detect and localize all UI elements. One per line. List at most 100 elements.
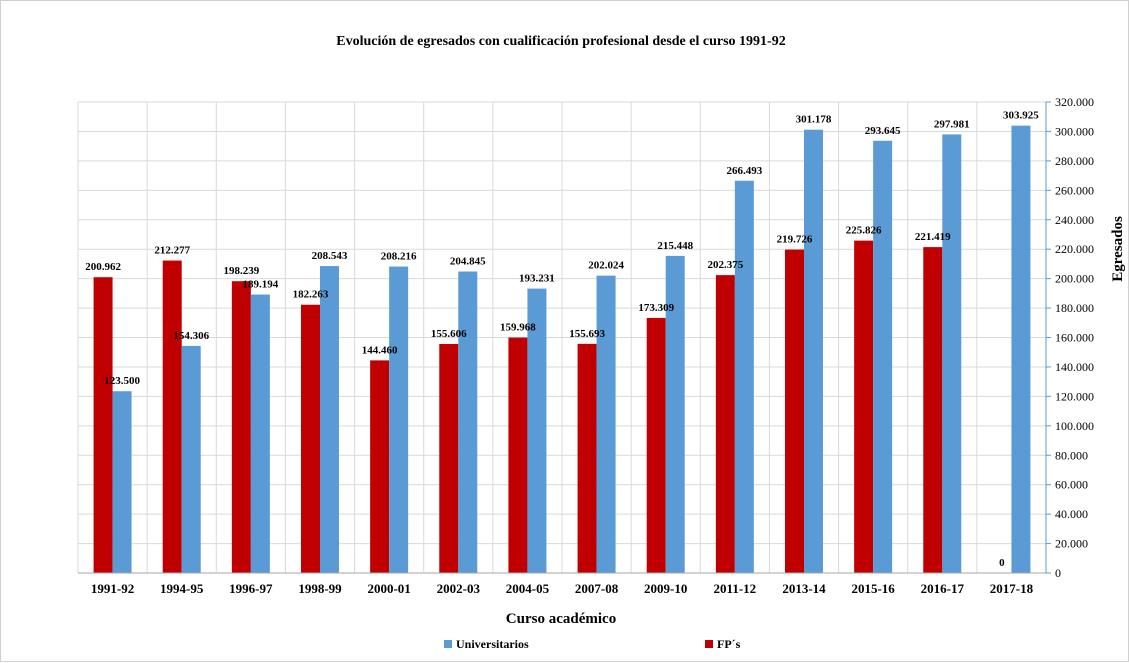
legend: Universitarios FP´s	[444, 637, 741, 651]
data-label-universitarios: 293.645	[865, 125, 901, 137]
data-label-universitarios: 123.500	[104, 375, 140, 387]
y-tick-label: 20.000	[1055, 537, 1088, 551]
y-tick-label: 60.000	[1055, 478, 1088, 492]
bar-universitarios-2016-17	[942, 134, 962, 573]
data-label-fp: 202.375	[707, 259, 743, 271]
data-label-fp: 182.263	[293, 289, 329, 301]
x-tick-label: 2015-16	[851, 581, 895, 596]
legend-swatch	[444, 640, 452, 648]
data-label-fp: 200.962	[85, 261, 121, 273]
legend-label: FP´s	[717, 637, 741, 651]
x-tick-label: 2007-08	[575, 581, 619, 596]
bar-fp-2013-14	[785, 249, 804, 573]
y-tick-label: 320.000	[1055, 95, 1094, 109]
data-label-universitarios: 266.493	[726, 165, 762, 177]
x-tick-label: 1998-99	[298, 581, 342, 596]
x-tick-label: 2002-03	[437, 581, 481, 596]
bar-universitarios-2004-05	[527, 288, 547, 573]
bar-universitarios-1994-95	[181, 345, 201, 573]
x-tick-label: 1996-97	[229, 581, 273, 596]
bar-fp-2015-16	[854, 240, 874, 573]
bar-universitarios-2011-12	[734, 180, 754, 573]
y-tick-label: 260.000	[1055, 183, 1094, 197]
x-tick-label: 2000-01	[367, 581, 410, 596]
data-label-fp: 225.826	[846, 225, 882, 237]
bar-universitarios-1998-99	[320, 266, 339, 573]
data-label-universitarios: 193.231	[519, 273, 555, 285]
x-tick-label: 2013-14	[782, 581, 826, 596]
bar-universitarios-2013-14	[804, 129, 823, 574]
bar-fp-2009-10	[646, 317, 666, 573]
bar-universitarios-2000-01	[389, 266, 409, 573]
x-tick-label: 1991-92	[91, 581, 134, 596]
data-label-fp: 159.968	[500, 322, 536, 334]
y-tick-label: 140.000	[1055, 360, 1094, 374]
y-tick-label: 0	[1055, 566, 1061, 580]
bar-fp-2002-03	[439, 343, 459, 573]
y-tick-label: 40.000	[1055, 507, 1088, 521]
legend-label: Universitarios	[456, 637, 529, 651]
x-tick-label: 1994-95	[160, 581, 204, 596]
data-label-universitarios: 297.981	[934, 118, 970, 130]
y-tick-label: 240.000	[1055, 213, 1094, 227]
bar-universitarios-2007-08	[596, 275, 616, 573]
data-label-universitarios: 301.178	[796, 114, 832, 126]
data-label-fp: 221.419	[915, 231, 951, 243]
x-axis-title: Curso académico	[506, 611, 616, 627]
y-tick-label: 220.000	[1055, 242, 1094, 256]
bar-fp-2011-12	[715, 275, 735, 573]
x-tick-label: 2017-18	[990, 581, 1034, 596]
label-layer: 200.962 123.500 212.277 154.306 198.239 189.1…	[85, 110, 1039, 569]
bar-fp-1996-97	[231, 281, 251, 573]
x-tick-label: 2009-10	[644, 581, 687, 596]
data-label-fp: 155.693	[569, 328, 605, 340]
data-label-fp: 0	[999, 557, 1005, 569]
bar-universitarios-2015-16	[873, 140, 893, 573]
bar-universitarios-2017-18	[1011, 125, 1031, 573]
bar-universitarios-2002-03	[458, 271, 478, 573]
data-label-universitarios: 154.306	[173, 330, 209, 342]
y-tick-label: 180.000	[1055, 301, 1094, 315]
data-label-universitarios: 202.024	[588, 260, 624, 272]
grid-layer	[77, 101, 1047, 574]
data-label-universitarios: 208.543	[312, 250, 348, 262]
data-label-fp: 155.606	[431, 328, 467, 340]
y-tick-label: 160.000	[1055, 331, 1094, 345]
y-tick-label: 300.000	[1055, 124, 1094, 138]
bar-universitarios-1991-92	[112, 391, 132, 573]
bar-universitarios-2009-10	[665, 255, 685, 573]
y-tick-label: 80.000	[1055, 448, 1088, 462]
bar-fp-1991-92	[93, 277, 113, 573]
x-tick-label: 2016-17	[921, 581, 965, 596]
bar-fp-1994-95	[162, 260, 182, 573]
bar-fp-2007-08	[577, 343, 597, 573]
data-label-universitarios: 303.925	[1003, 110, 1039, 122]
data-label-universitarios: 204.845	[450, 255, 486, 267]
bar-fp-1998-99	[301, 304, 320, 573]
data-label-universitarios: 208.216	[381, 251, 417, 263]
bar-fp-2016-17	[923, 247, 943, 573]
y-tick-label: 280.000	[1055, 154, 1094, 168]
data-label-fp: 173.309	[638, 302, 674, 314]
data-label-fp: 212.277	[154, 245, 190, 257]
y-axis-title: Egresados	[1110, 216, 1126, 282]
data-label-fp: 219.726	[777, 234, 813, 246]
data-label-universitarios: 215.448	[657, 240, 693, 252]
axis-layer: 0 20.000 40.000 60.000 80.000 100.000 120.000 1…	[78, 95, 1094, 596]
y-tick-label: 100.000	[1055, 419, 1094, 433]
y-tick-label: 200.000	[1055, 272, 1094, 286]
x-tick-label: 2004-05	[506, 581, 550, 596]
bar-layer	[93, 125, 1031, 574]
x-tick-label: 2011-12	[714, 581, 757, 596]
data-label-fp: 144.460	[362, 344, 398, 356]
legend-swatch	[705, 640, 713, 648]
data-label-universitarios: 189.194	[242, 279, 278, 291]
bar-fp-2000-01	[370, 360, 390, 573]
y-tick-label: 120.000	[1055, 389, 1094, 403]
bar-universitarios-1996-97	[250, 294, 270, 573]
bar-fp-2004-05	[508, 337, 528, 573]
data-label-fp: 198.239	[223, 265, 259, 277]
chart-title: Evolución de egresados con cualificación…	[336, 34, 785, 49]
